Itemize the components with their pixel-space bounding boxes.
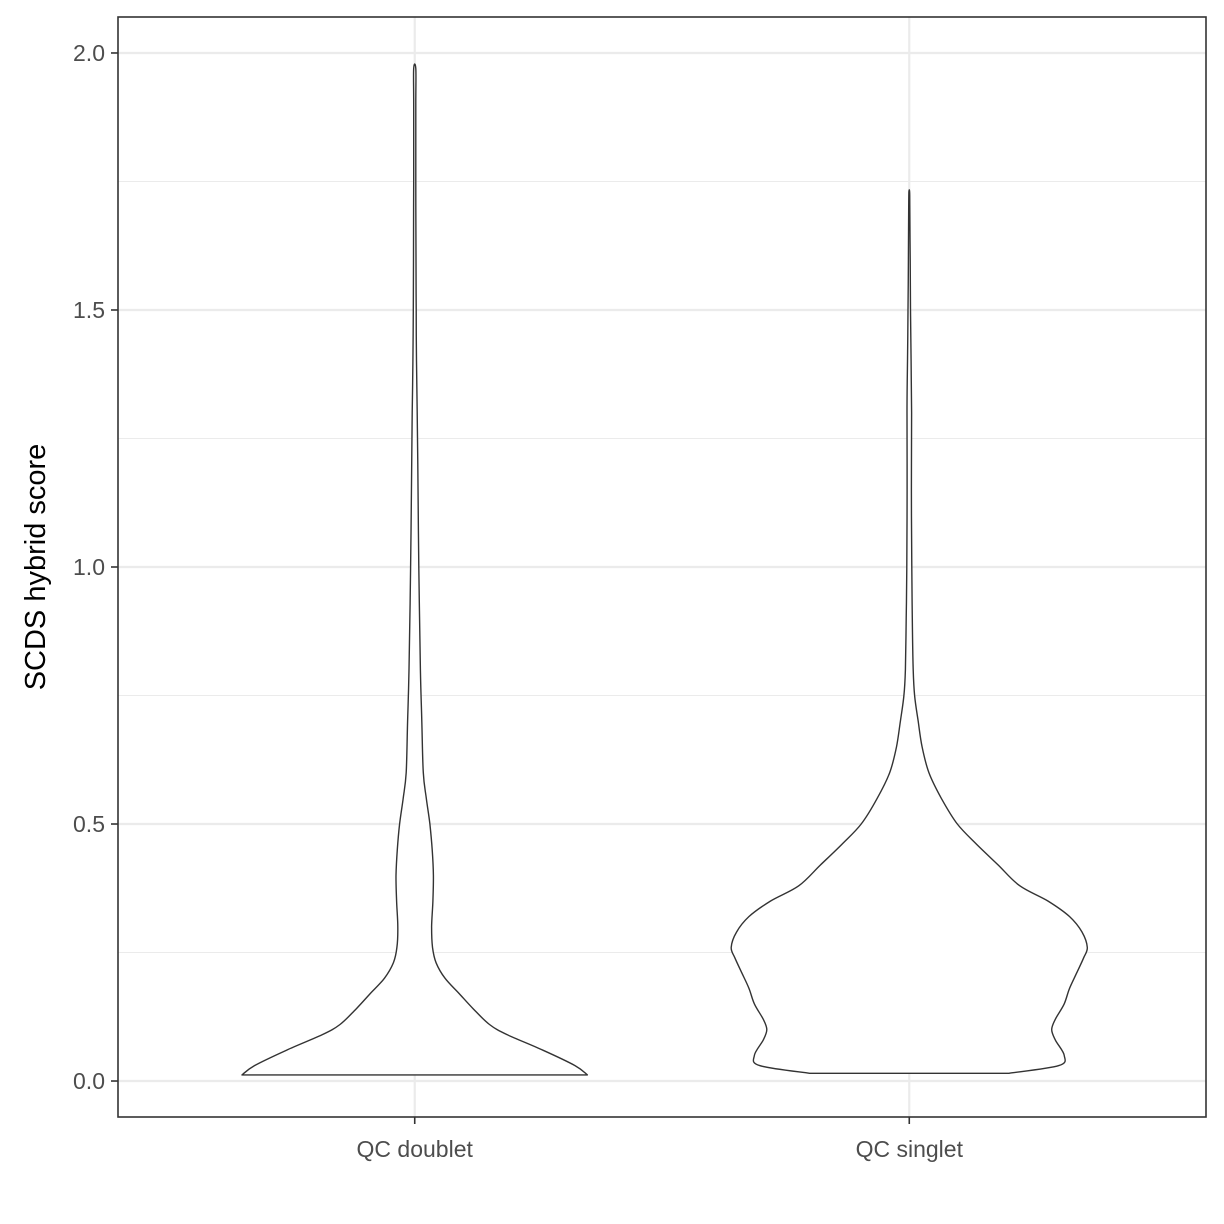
violins — [241, 63, 1089, 1076]
y-axis-title: SCDS hybrid score — [20, 444, 52, 691]
y-tick-label: 1.0 — [73, 554, 105, 580]
violin-qc-doublet — [241, 63, 589, 1076]
y-tick-label: 1.5 — [73, 297, 105, 323]
y-tick-label: 2.0 — [73, 40, 105, 66]
x-tick-label: QC doublet — [357, 1136, 474, 1162]
y-axis: 0.0 0.5 1.0 1.5 2.0 — [73, 40, 118, 1094]
violin-qc-singlet — [730, 189, 1089, 1074]
x-axis: QC doublet QC singlet — [357, 1117, 964, 1162]
y-tick-label: 0.5 — [73, 811, 105, 837]
y-tick-label: 0.0 — [73, 1068, 105, 1094]
x-tick-label: QC singlet — [856, 1136, 964, 1162]
